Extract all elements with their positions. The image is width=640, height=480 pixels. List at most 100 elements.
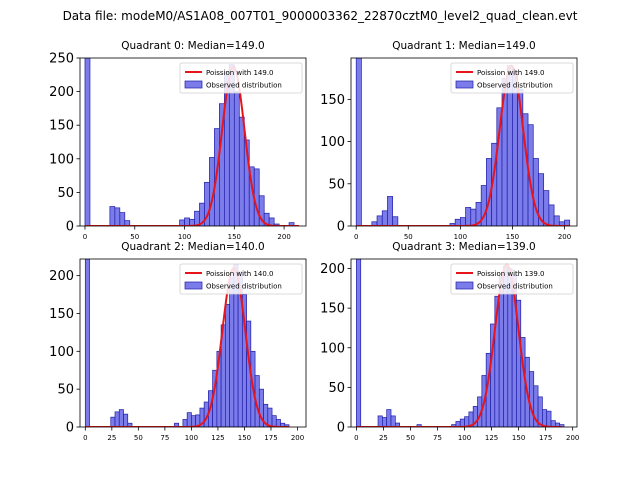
axes-frame: [350, 258, 578, 428]
x-tick-label: 125: [485, 434, 498, 442]
axes-frame: [79, 258, 307, 428]
histogram-bar: [186, 412, 192, 427]
histogram-bar: [84, 58, 91, 226]
y-tick-label: 100: [49, 152, 74, 167]
histogram-bar: [546, 410, 552, 427]
legend-bar-label: Observed distribution: [477, 283, 553, 291]
y-tick-label: 200: [49, 85, 74, 100]
histogram-bar: [381, 210, 388, 226]
legend: Poission with 149.0 Observed distribution: [179, 62, 303, 94]
histogram-bar: [184, 217, 190, 226]
histogram-bar: [390, 415, 396, 427]
y-tick-label: 0: [337, 421, 345, 436]
legend: Poission with 139.0 Observed distribution: [450, 263, 574, 295]
axes-frame: [79, 57, 307, 227]
legend-line-label: Poission with 149.0: [477, 69, 545, 77]
histogram-bar: [356, 259, 362, 427]
legend-bar-label: Observed distribution: [477, 82, 553, 90]
x-tick-label: 150: [228, 233, 241, 241]
x-tick-label: 150: [238, 434, 251, 442]
histogram-bar: [376, 215, 383, 226]
histogram-bar: [118, 409, 124, 427]
histogram-bar: [548, 204, 555, 226]
histogram-bar: [355, 58, 362, 226]
y-tick-label: 250: [49, 52, 74, 67]
histogram-bar: [109, 206, 116, 226]
legend-line-label: Poission with 149.0: [206, 69, 274, 77]
histogram-bar: [532, 158, 539, 226]
quadrant-0-panel: Quadrant 0: Median=149.0 0 50 100 150 200 0 50 1…: [49, 40, 307, 241]
histogram-bar: [553, 215, 560, 226]
histogram-bar: [498, 276, 504, 427]
histogram-bar: [564, 219, 571, 226]
x-tick-label: 175: [264, 434, 277, 442]
x-tick-label: 150: [512, 434, 525, 442]
quadrant-3-panel: Quadrant 3: Median=139.0 0 25 50 75 100 125 150…: [320, 241, 579, 442]
quadrant-1-panel: Quadrant 1: Median=149.0 0 50 100 150 200 0 50 1…: [320, 40, 578, 241]
histogram-bar: [174, 422, 180, 427]
x-tick-label: 100: [458, 434, 471, 442]
x-tick-label: 50: [404, 233, 413, 241]
x-tick-label: 25: [379, 434, 388, 442]
y-tick-label: 200: [49, 269, 74, 284]
histogram-bar: [460, 217, 466, 226]
axes-frame: [350, 57, 578, 227]
x-tick-label: 100: [454, 233, 467, 241]
histogram-bar: [238, 116, 245, 226]
histogram-bar: [225, 304, 230, 427]
plot-area: [355, 58, 571, 226]
y-tick-label: 100: [320, 341, 345, 356]
plot-area: [356, 259, 565, 427]
histogram-bar: [512, 71, 518, 226]
histogram-bar: [470, 208, 477, 226]
y-tick-label: 50: [57, 186, 74, 201]
histogram-bar: [543, 190, 550, 226]
x-tick-label: 0: [354, 434, 358, 442]
histogram-bar: [454, 218, 461, 226]
legend-box: [450, 263, 574, 295]
histogram-bar: [465, 207, 472, 226]
legend-bar-label: Observed distribution: [206, 82, 282, 90]
y-tick-label: 0: [337, 220, 345, 235]
x-tick-label: 0: [83, 434, 87, 442]
x-tick-label: 50: [130, 233, 139, 241]
quadrant-2-panel: Quadrant 2: Median=140.0 0 25 50 75 100 125 150…: [49, 241, 307, 442]
x-tick-label: 25: [107, 434, 116, 442]
histogram-bar: [267, 407, 273, 427]
histogram-bar: [110, 416, 116, 427]
legend-box: [450, 62, 574, 94]
figure-title: Data file: modeM0/AS1A08_007T01_90000033…: [63, 9, 578, 23]
y-tick-label: 50: [57, 383, 74, 398]
legend-box: [179, 62, 303, 94]
histogram-bar: [233, 91, 240, 226]
y-tick-label: 50: [328, 381, 345, 396]
x-tick-label: 200: [277, 233, 290, 241]
histogram-bar: [382, 417, 388, 427]
x-tick-label: 125: [211, 434, 224, 442]
histogram-bar: [182, 419, 188, 427]
x-tick-label: 75: [160, 434, 169, 442]
histogram-bar: [529, 371, 535, 427]
y-tick-label: 50: [328, 177, 345, 192]
histogram-bar: [191, 415, 197, 427]
x-tick-label: 50: [406, 434, 415, 442]
histogram-bar: [268, 217, 275, 226]
legend-bar-label: Observed distribution: [206, 283, 282, 291]
histogram-bar: [377, 415, 383, 427]
histogram-bar: [123, 413, 129, 427]
histogram-bar: [229, 276, 235, 427]
histogram-bar: [542, 409, 548, 427]
x-tick-label: 0: [354, 233, 358, 241]
legend-bar-swatch: [455, 281, 474, 290]
histogram-bar: [127, 422, 133, 427]
legend-bar-swatch: [184, 80, 203, 89]
legend: Poission with 149.0 Observed distribution: [450, 62, 574, 94]
legend-bar-swatch: [455, 80, 474, 89]
x-tick-label: 175: [539, 434, 552, 442]
x-tick-label: 150: [506, 233, 519, 241]
x-tick-label: 50: [134, 434, 143, 442]
histogram-bar: [114, 207, 121, 226]
histogram-bar: [271, 415, 277, 427]
x-tick-label: 0: [83, 233, 87, 241]
